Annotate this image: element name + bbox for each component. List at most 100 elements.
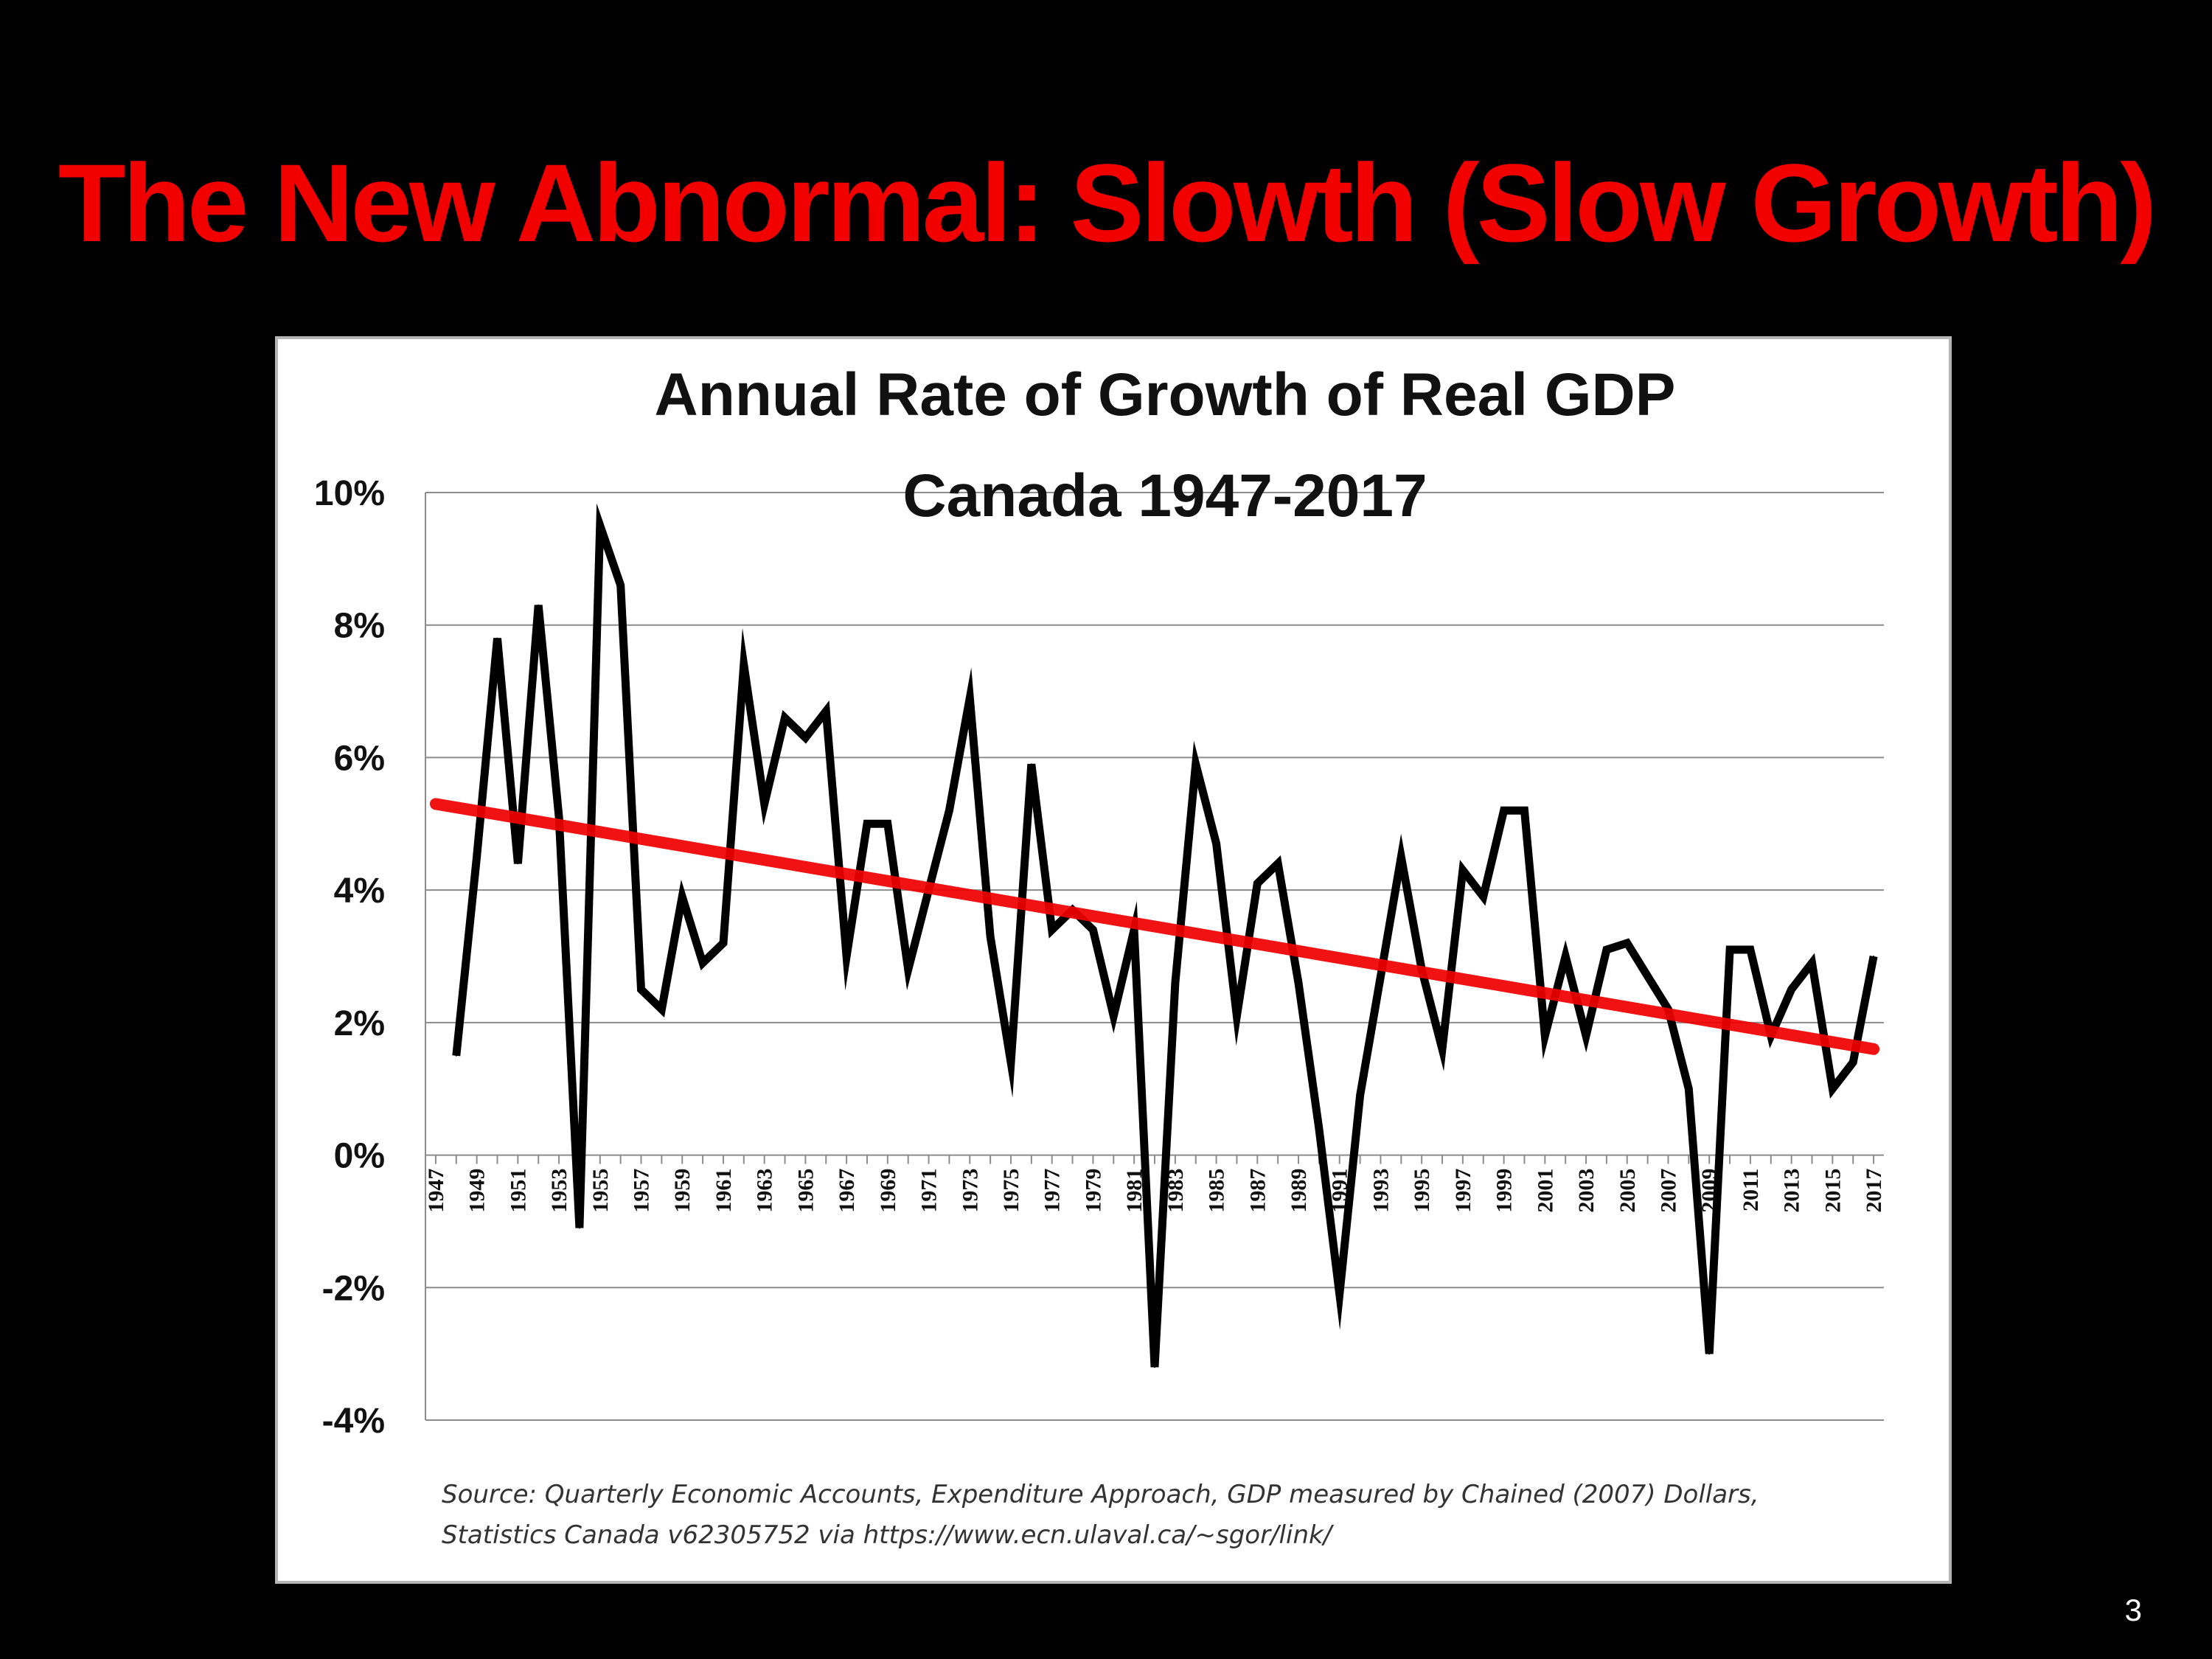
chart-title-line-1: Annual Rate of Growth of Real GDP <box>655 361 1676 428</box>
y-tick-label: 10% <box>314 474 385 513</box>
slide-title: The New Abnormal: Slowth (Slow Growth) <box>58 141 2157 265</box>
data-point <box>722 942 724 945</box>
data-point <box>1051 929 1053 931</box>
x-tick-label: 2007 <box>1656 1169 1680 1213</box>
data-point <box>1852 1061 1854 1063</box>
source-note: Source: Quarterly Economic Accounts, Exp… <box>442 1480 1759 1550</box>
x-tick-label: 1949 <box>465 1169 490 1213</box>
chart-frame: -4% -2% 0% 2% 4% 6% 8% 10% 1947 1949 1951 1953 1955… <box>275 336 1952 1584</box>
gdp-growth-chart: -4% -2% 0% 2% 4% 6% 8% 10% 1947 1949 1951 1953 1955… <box>314 361 1886 1550</box>
x-tick-label: 1957 <box>630 1169 654 1213</box>
data-point <box>681 896 684 898</box>
x-tick-label: 1969 <box>876 1169 900 1213</box>
data-point <box>1626 942 1628 945</box>
gdp-growth-line <box>452 503 1878 1368</box>
data-point <box>784 717 786 719</box>
y-tick-label: 6% <box>334 739 385 778</box>
data-point <box>866 823 868 825</box>
y-tick-label: 8% <box>334 607 385 646</box>
x-tick-label: 1993 <box>1368 1169 1393 1213</box>
data-point <box>886 823 888 825</box>
data-point <box>1441 1048 1444 1050</box>
x-tick-label: 1959 <box>670 1169 695 1213</box>
data-point <box>990 936 992 938</box>
data-point <box>702 961 704 964</box>
data-point <box>804 737 807 739</box>
x-tick-label: 1987 <box>1245 1169 1270 1213</box>
data-point <box>1318 1127 1320 1130</box>
data-point <box>1688 1088 1690 1090</box>
data-point <box>1749 949 1751 951</box>
x-tick-label: 2003 <box>1574 1169 1599 1213</box>
data-point <box>1565 956 1567 957</box>
data-point <box>640 988 642 990</box>
data-point <box>619 584 622 586</box>
data-point <box>846 956 848 957</box>
data-point <box>1461 869 1464 872</box>
x-tick-label: 1953 <box>547 1169 571 1213</box>
x-tick-label: 1961 <box>712 1169 736 1213</box>
x-tick-label: 1947 <box>424 1169 448 1213</box>
chart-title-line-2: Canada 1947-2017 <box>902 462 1427 529</box>
data-point <box>1873 956 1875 957</box>
data-point <box>1646 975 1649 977</box>
data-point <box>1523 810 1526 812</box>
x-tick-labels: 1947 1949 1951 1953 1955 1957 1959 1961 1963 1965… <box>424 1169 1886 1213</box>
data-point <box>1708 1353 1711 1355</box>
data-point <box>1359 1094 1361 1096</box>
data-point <box>1338 1293 1340 1295</box>
x-tick-label: 2001 <box>1533 1169 1557 1213</box>
x-tick-label: 1989 <box>1287 1169 1311 1213</box>
x-tick-label: 2017 <box>1862 1169 1886 1213</box>
x-tick-label: 1967 <box>835 1169 859 1213</box>
x-tick-label: 1973 <box>958 1169 982 1213</box>
data-point <box>742 664 745 666</box>
data-point <box>496 637 498 639</box>
data-point <box>1298 981 1300 984</box>
data-point <box>538 604 540 606</box>
data-point <box>1174 981 1176 984</box>
data-point <box>1154 1366 1155 1368</box>
data-point <box>1544 1034 1546 1037</box>
data-point <box>1009 1061 1012 1063</box>
gridlines <box>425 492 1884 1421</box>
data-point <box>1236 1015 1238 1017</box>
series <box>452 503 1878 1368</box>
data-point <box>825 710 827 712</box>
x-tick-label: 1985 <box>1205 1169 1229 1213</box>
data-point <box>1194 763 1197 765</box>
data-point <box>1585 1034 1587 1037</box>
x-tick-label: 1951 <box>506 1169 530 1213</box>
data-point <box>1832 1088 1834 1090</box>
x-tick-label: 2015 <box>1820 1169 1845 1213</box>
x-tick-label: 1963 <box>753 1169 777 1213</box>
data-point <box>599 524 601 526</box>
x-tick-label: 1997 <box>1451 1169 1475 1213</box>
data-point <box>455 1054 457 1057</box>
data-point <box>1400 856 1402 858</box>
x-tick-label: 2013 <box>1780 1169 1804 1213</box>
x-tick-label: 1999 <box>1492 1169 1517 1213</box>
data-point <box>517 863 519 865</box>
y-tick-label: -4% <box>322 1402 385 1441</box>
data-point <box>907 968 909 970</box>
y-tick-label: 0% <box>334 1137 385 1176</box>
x-tick-label: 1971 <box>917 1169 942 1213</box>
source-line-2: Statistics Canada v62305752 via https://… <box>442 1520 1335 1550</box>
axes <box>425 493 1884 1420</box>
x-tick-label: 1955 <box>588 1169 613 1213</box>
x-tick-label: 1975 <box>999 1169 1023 1213</box>
page-number: 3 <box>2124 1593 2142 1627</box>
data-point <box>1729 949 1731 951</box>
data-point <box>1215 843 1217 845</box>
data-point <box>1092 929 1094 931</box>
data-point <box>1790 988 1792 990</box>
data-point <box>661 1008 663 1010</box>
y-tick-label: -2% <box>322 1269 385 1308</box>
data-point <box>1256 883 1259 885</box>
data-point <box>558 816 560 818</box>
data-point <box>1380 975 1382 977</box>
x-tick-label: 1977 <box>1040 1169 1065 1213</box>
trendline-line <box>429 798 1880 1055</box>
y-tick-labels: -4% -2% 0% 2% 4% 6% 8% 10% <box>314 474 385 1441</box>
